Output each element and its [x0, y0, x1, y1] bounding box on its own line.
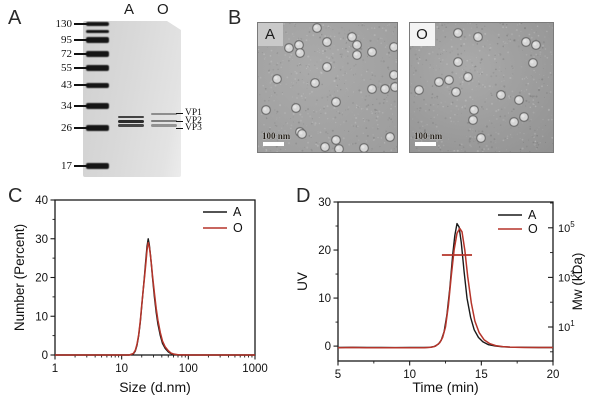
tem-scale-bar: [263, 142, 284, 146]
right-y-axis-label: Mw (kDa): [570, 253, 585, 311]
x-axis-label: Size (d.nm): [119, 379, 191, 395]
y-axis-label: Number (Percent): [12, 224, 27, 331]
y-tick-label: 0: [42, 350, 48, 362]
gel-ladder-band: [86, 65, 109, 71]
y-tick-label: 0: [325, 341, 331, 353]
x-tick-label: 20: [547, 369, 560, 381]
right-tick-label: 105: [558, 220, 575, 235]
gel-marker-tick: [74, 23, 89, 25]
gel-sample-band: [151, 112, 177, 116]
tem-particles: [413, 27, 542, 144]
panel-letter-d: D: [296, 185, 311, 207]
legend-label: A: [233, 205, 242, 219]
x-tick-label: 100: [179, 363, 198, 375]
gel-ladder-band: [86, 163, 109, 169]
x-tick-label: 10: [403, 369, 416, 381]
gel-lane-label-o: O: [157, 1, 169, 18]
tem-scale-bar-label: 100 nm: [414, 131, 443, 141]
panel-letter-c: C: [8, 185, 23, 207]
x-tick-label: 15: [475, 369, 488, 381]
gel-vp-pointer-line: [176, 120, 183, 122]
tem-label-box: [257, 22, 283, 46]
gel-marker-tick: [74, 105, 89, 107]
tem-scale-bar: [415, 142, 436, 146]
gel-sample-band: [118, 115, 144, 119]
chart-legend: AO: [498, 208, 538, 236]
legend-label: O: [233, 221, 243, 235]
y-tick-label: 40: [35, 195, 48, 207]
gel-marker-label: 130: [55, 18, 73, 30]
series-line: [337, 227, 553, 349]
panel-letter-a: A: [8, 7, 22, 29]
gel-image: [83, 21, 181, 177]
gel-marker-label: 55: [61, 62, 72, 74]
x-axis-label: Time (min): [412, 379, 478, 395]
x-tick-label: 1000: [242, 363, 268, 375]
y-tick-label: 20: [318, 245, 331, 257]
gel-sample-band: [151, 119, 177, 123]
gel-lane-label-a: A: [124, 1, 135, 18]
gel-vp-label: VP2: [185, 115, 202, 126]
gel-sample-band: [151, 124, 177, 127]
y-tick-label: 30: [35, 234, 48, 246]
gel-marker-tick: [74, 39, 89, 41]
tem-label-box: [409, 22, 435, 46]
gel-marker-tick: [74, 67, 89, 69]
chart-legend: AO: [203, 205, 243, 235]
dls-chart: 1 10 100 1000 0 10 20 30 40 AO Size (d.nm) Number (…: [12, 195, 268, 395]
gel-ladder-band: [86, 125, 109, 131]
y-tick-label: 10: [35, 311, 48, 323]
tem-label: A: [265, 26, 275, 43]
gel-marker-label: 95: [61, 34, 72, 46]
gel-fold-corner: [167, 21, 181, 30]
gel-sample-band: [118, 124, 144, 127]
y-axis-label: UV: [295, 272, 310, 291]
gel-marker-tick: [74, 127, 89, 129]
gel-marker-label: 72: [61, 48, 72, 60]
gel-ladder-band: [86, 103, 109, 109]
right-tick-label: 101: [558, 319, 575, 334]
gel-sample-band: [118, 120, 144, 123]
gel-marker-label: 17: [61, 160, 72, 172]
tem-image-o: O 100 nm: [409, 22, 554, 153]
y-tick-label: 10: [318, 293, 331, 305]
gel-vp-pointer-line: [176, 113, 183, 115]
x-tick-label: 5: [335, 369, 341, 381]
tem-label: O: [416, 26, 428, 43]
tem-particles: [260, 22, 398, 153]
gel-ladder-band: [86, 37, 109, 43]
gel-ladder-band: [86, 21, 109, 27]
tem-scale-bar-label: 100 nm: [262, 131, 291, 141]
gel-ladder-band: [86, 29, 109, 33]
gel-marker-label: 26: [61, 122, 72, 134]
plot-box: [54, 199, 256, 356]
y-tick-label: 30: [318, 197, 331, 209]
gel-vp-label: VP1: [185, 108, 202, 118]
gel-vp-label: VP3: [185, 123, 202, 133]
x-tick-label: 1: [52, 363, 58, 375]
tem-image-a: A 100 nm: [257, 22, 398, 153]
gel-marker-label: 34: [61, 100, 72, 112]
gel-ladder-band: [86, 50, 109, 58]
series-line: [55, 241, 255, 356]
legend-label: O: [528, 222, 538, 236]
y-tick-label: 20: [35, 273, 48, 285]
legend-label: A: [528, 208, 537, 222]
x-tick-label: 10: [115, 363, 128, 375]
gel-marker-label: 43: [61, 79, 72, 91]
gel-ladder-band: [86, 82, 109, 88]
panel-letter-b: B: [228, 7, 242, 29]
gel-marker-tick: [74, 165, 89, 167]
gel-marker-tick: [74, 84, 89, 86]
gel-marker-tick: [74, 53, 89, 55]
gel-vp-pointer-line: [176, 128, 183, 130]
plot-box: [337, 201, 554, 362]
